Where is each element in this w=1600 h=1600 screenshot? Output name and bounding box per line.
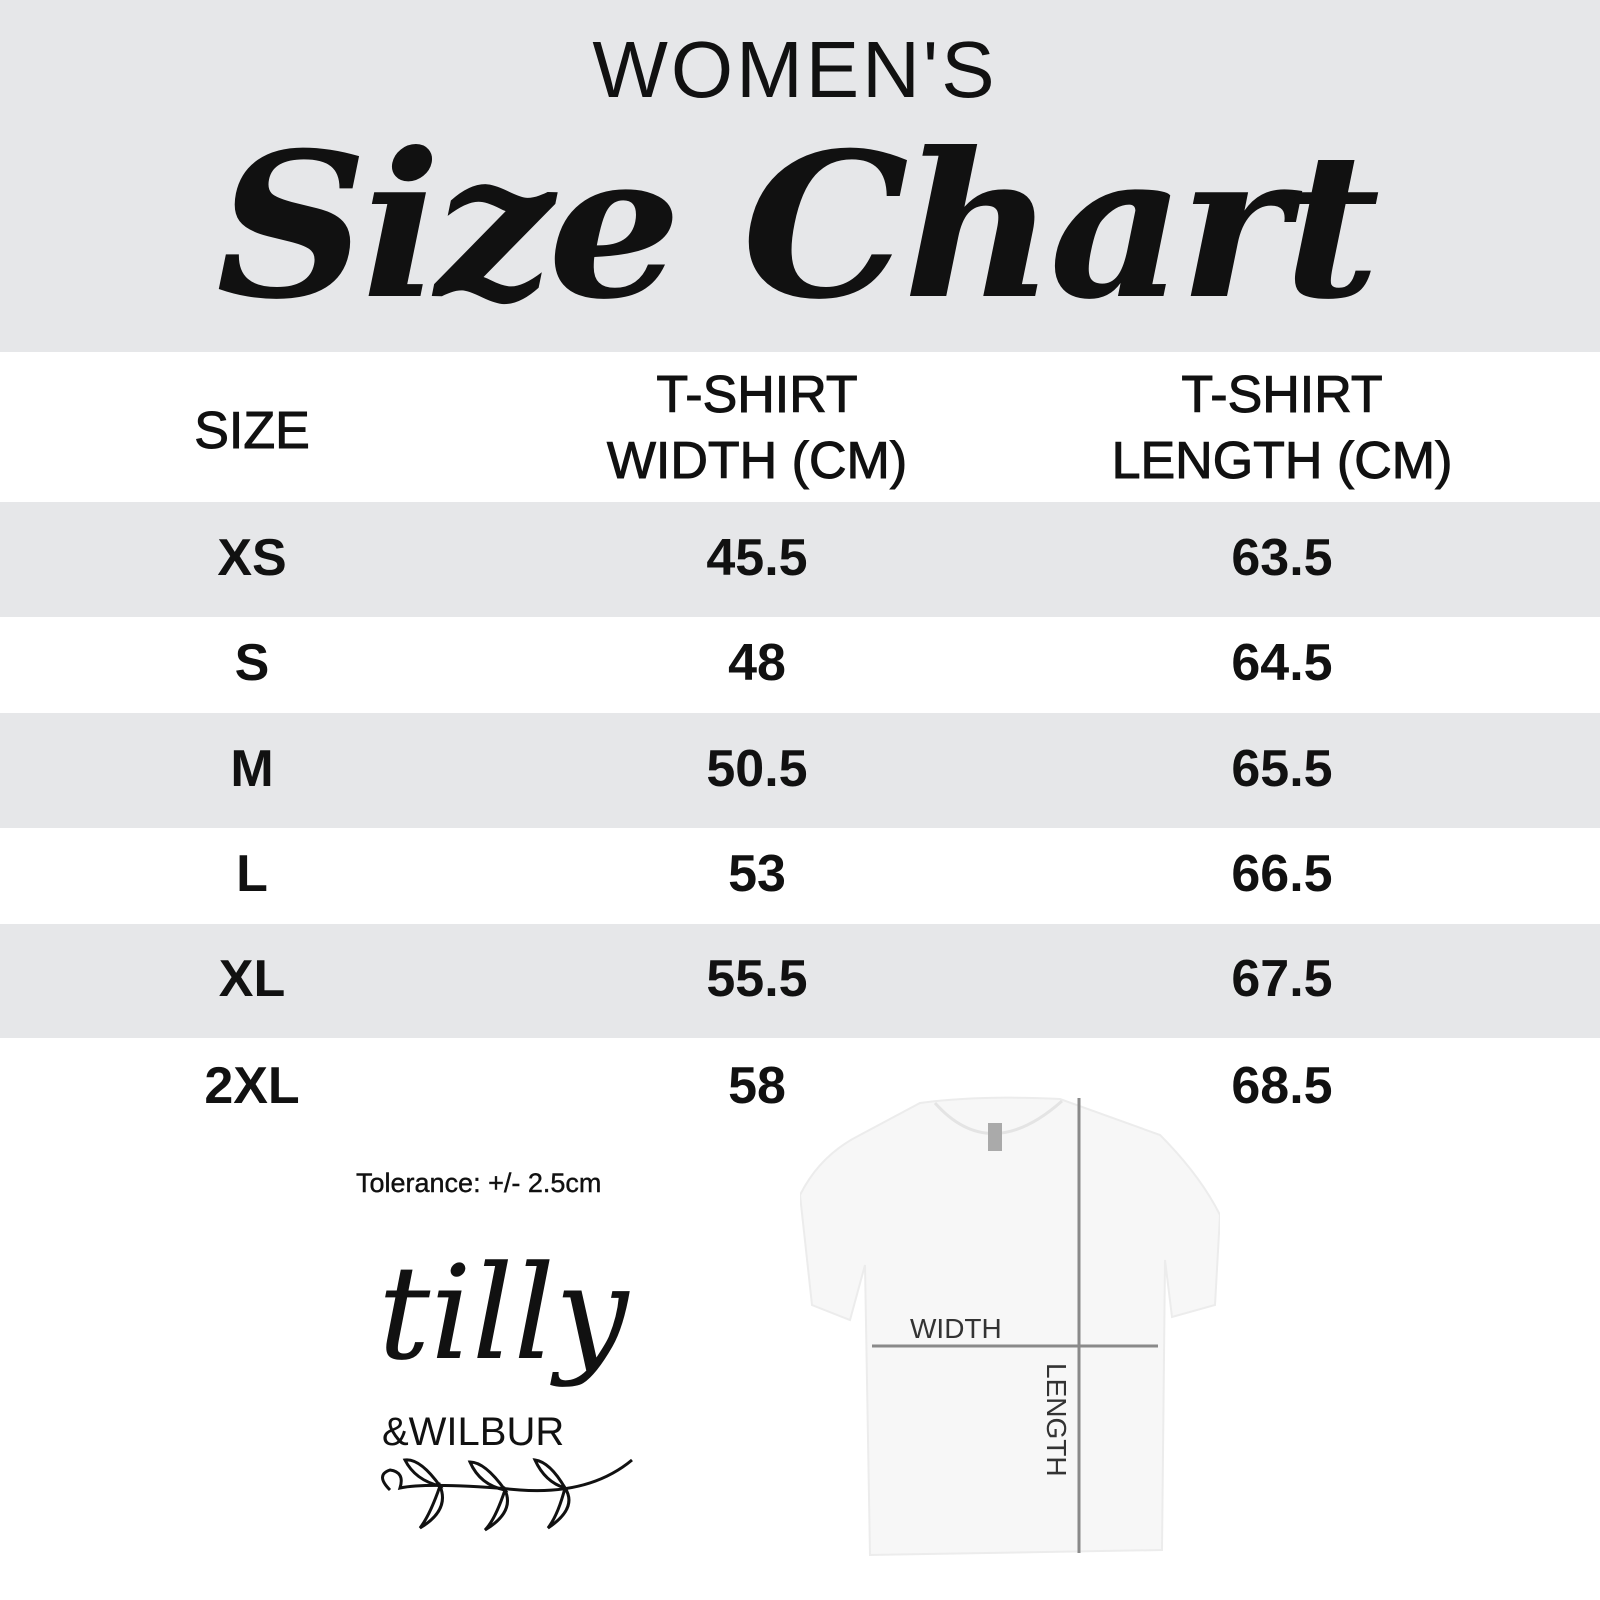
size-cell: L (236, 845, 268, 903)
header-subtitle: WOMEN'S (592, 25, 998, 114)
width-cell: 48 (728, 634, 786, 692)
column-header-width-line2: WIDTH (CM) (606, 432, 908, 491)
table-row: XL 55.5 67.5 (0, 924, 1600, 1038)
length-label: LENGTH (1041, 1363, 1072, 1477)
header-band (0, 0, 1600, 352)
length-cell: 64.5 (1231, 634, 1333, 692)
tshirt-shape (800, 1096, 1220, 1557)
length-cell: 67.5 (1231, 950, 1333, 1008)
column-header-length: T-SHIRT LENGTH (CM) (1111, 362, 1453, 494)
column-header-width-line1: T-SHIRT (656, 366, 858, 425)
column-header-size: SIZE (194, 402, 311, 461)
length-cell: 68.5 (1231, 1057, 1333, 1115)
brand-logo: tilly &WILBUR (378, 1240, 633, 1532)
column-header-length-line1: T-SHIRT (1181, 366, 1383, 425)
size-cell: XL (218, 950, 286, 1008)
length-cell: 63.5 (1231, 529, 1333, 587)
column-header-width: T-SHIRT WIDTH (CM) (606, 362, 908, 494)
width-cell: 53 (728, 845, 786, 903)
size-cell: M (230, 740, 274, 798)
logo-tilly: tilly (378, 1240, 630, 1389)
size-cell: 2XL (204, 1057, 300, 1115)
table-row: 2XL 58 68.5 (0, 1038, 1600, 1138)
width-cell: 50.5 (706, 740, 808, 798)
length-cell: 65.5 (1231, 740, 1333, 798)
table-row: L 53 66.5 (0, 828, 1600, 924)
tag-icon (988, 1123, 1002, 1151)
length-cell: 66.5 (1231, 845, 1333, 903)
tolerance-note: Tolerance: +/- 2.5cm (356, 1168, 602, 1198)
width-cell: 45.5 (706, 529, 808, 587)
width-cell: 55.5 (706, 950, 808, 1008)
table-row: M 50.5 65.5 (0, 713, 1600, 828)
width-cell: 58 (728, 1057, 786, 1115)
width-label: WIDTH (910, 1313, 1002, 1344)
header-title: Size Chart (216, 109, 1380, 344)
logo-wilbur: &WILBUR (382, 1410, 564, 1454)
tshirt-diagram: WIDTH LENGTH (800, 1096, 1220, 1557)
column-header-length-line2: LENGTH (CM) (1111, 432, 1453, 491)
leaf-branch-icon (381, 1458, 633, 1532)
size-cell: XS (217, 529, 287, 587)
size-cell: S (234, 634, 270, 692)
table-row: XS 45.5 63.5 (0, 502, 1600, 617)
table-row: S 48 64.5 (0, 617, 1600, 713)
